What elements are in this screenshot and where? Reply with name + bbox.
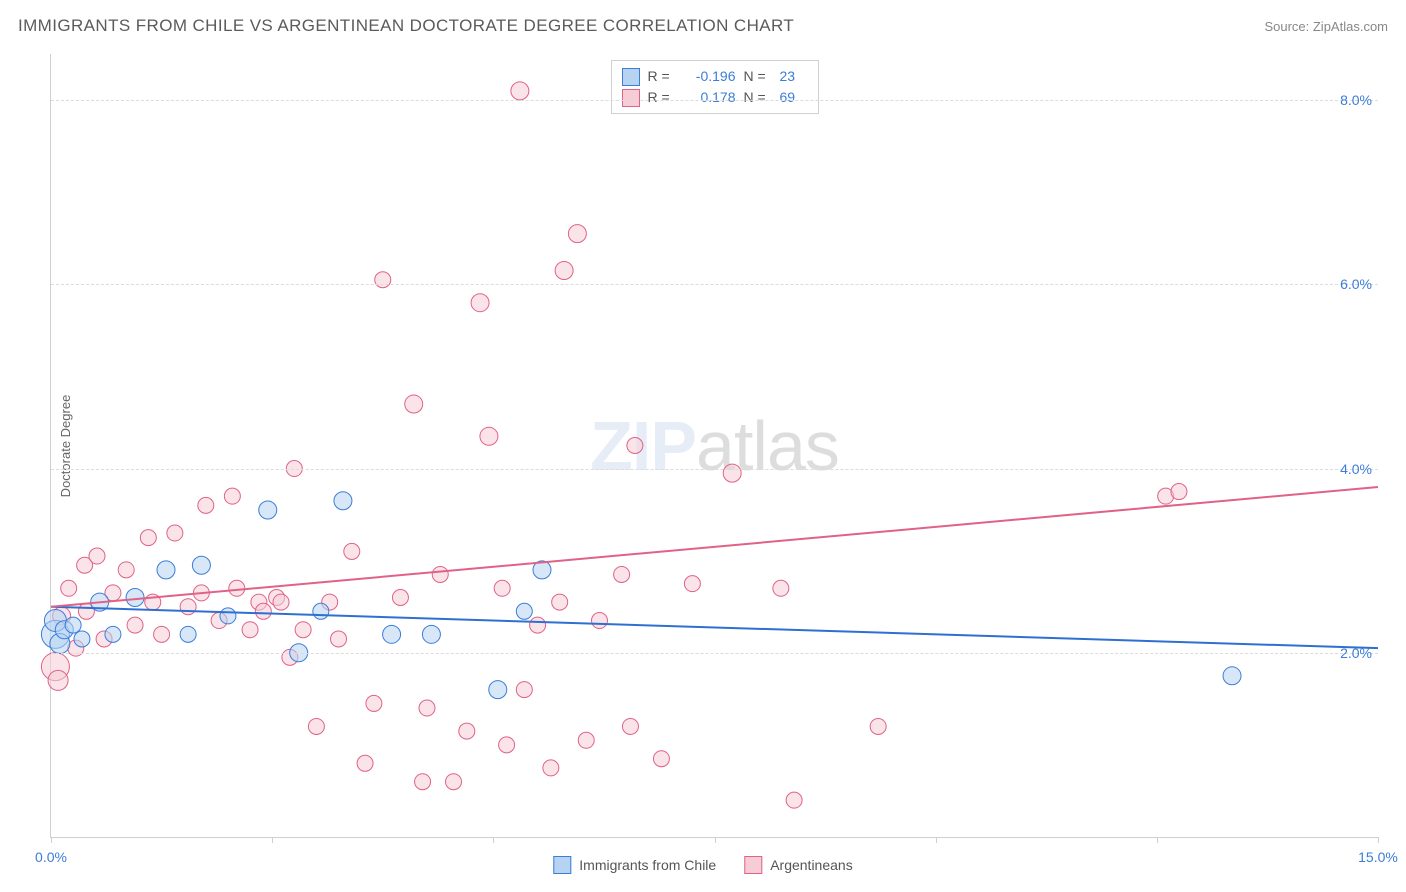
data-point [140, 530, 156, 546]
data-point [415, 774, 431, 790]
data-point [446, 774, 462, 790]
data-point [489, 681, 507, 699]
data-point [405, 395, 423, 413]
data-point [259, 501, 277, 519]
data-point [375, 272, 391, 288]
source-label: Source: ZipAtlas.com [1264, 19, 1388, 34]
data-point [366, 695, 382, 711]
data-point [180, 599, 196, 615]
data-point [1223, 667, 1241, 685]
data-point [773, 580, 789, 596]
data-point [684, 576, 700, 592]
x-tick [1157, 837, 1158, 843]
data-point [105, 626, 121, 642]
data-point [614, 566, 630, 582]
x-tick [272, 837, 273, 843]
data-point [511, 82, 529, 100]
data-point [578, 732, 594, 748]
data-point [313, 603, 329, 619]
y-tick-label: 6.0% [1340, 276, 1372, 292]
legend-swatch [744, 856, 762, 874]
legend-series-label: Argentineans [770, 857, 853, 873]
chart-title: IMMIGRANTS FROM CHILE VS ARGENTINEAN DOC… [18, 16, 794, 36]
legend-series-label: Immigrants from Chile [579, 857, 716, 873]
data-point [242, 622, 258, 638]
gridline [51, 100, 1378, 101]
data-point [568, 225, 586, 243]
data-point [419, 700, 435, 716]
chart-svg [51, 54, 1378, 837]
data-point [357, 755, 373, 771]
data-point [516, 603, 532, 619]
data-point [530, 617, 546, 633]
data-point [192, 556, 210, 574]
data-point [627, 438, 643, 454]
data-point [383, 625, 401, 643]
data-point [555, 261, 573, 279]
data-point [118, 562, 134, 578]
trend-line [51, 487, 1378, 607]
data-point [422, 625, 440, 643]
data-point [499, 737, 515, 753]
data-point [295, 622, 311, 638]
data-point [591, 613, 607, 629]
data-point [74, 631, 90, 647]
data-point [331, 631, 347, 647]
data-point [543, 760, 559, 776]
x-tick [936, 837, 937, 843]
x-tick [715, 837, 716, 843]
data-point [516, 682, 532, 698]
data-point [459, 723, 475, 739]
y-tick-label: 4.0% [1340, 461, 1372, 477]
data-point [224, 488, 240, 504]
title-bar: IMMIGRANTS FROM CHILE VS ARGENTINEAN DOC… [18, 16, 1388, 36]
data-point [308, 718, 324, 734]
data-point [220, 608, 236, 624]
data-point [334, 492, 352, 510]
data-point [392, 589, 408, 605]
data-point [653, 751, 669, 767]
data-point [48, 670, 68, 690]
data-point [229, 580, 245, 596]
data-point [127, 617, 143, 633]
gridline [51, 284, 1378, 285]
data-point [1171, 484, 1187, 500]
gridline [51, 469, 1378, 470]
x-tick-label: 0.0% [35, 849, 67, 865]
data-point [471, 294, 489, 312]
data-point [154, 626, 170, 642]
data-point [622, 718, 638, 734]
data-point [786, 792, 802, 808]
legend-swatch [553, 856, 571, 874]
data-point [61, 580, 77, 596]
x-tick [493, 837, 494, 843]
data-point [552, 594, 568, 610]
data-point [126, 588, 144, 606]
data-point [480, 427, 498, 445]
data-point [432, 566, 448, 582]
data-point [167, 525, 183, 541]
data-point [344, 543, 360, 559]
x-tick [1378, 837, 1379, 843]
data-point [273, 594, 289, 610]
legend-series: Immigrants from Chile Argentineans [553, 856, 852, 874]
data-point [870, 718, 886, 734]
data-point [723, 464, 741, 482]
data-point [89, 548, 105, 564]
data-point [255, 603, 271, 619]
y-tick-label: 2.0% [1340, 645, 1372, 661]
legend-series-item: Argentineans [744, 856, 853, 874]
data-point [157, 561, 175, 579]
x-tick [51, 837, 52, 843]
legend-series-item: Immigrants from Chile [553, 856, 716, 874]
data-point [198, 497, 214, 513]
data-point [65, 617, 81, 633]
x-tick-label: 15.0% [1358, 849, 1398, 865]
data-point [494, 580, 510, 596]
plot-area: ZIPatlas R = -0.196 N = 23 R = 0.178 N =… [50, 54, 1378, 838]
data-point [180, 626, 196, 642]
gridline [51, 653, 1378, 654]
y-tick-label: 8.0% [1340, 92, 1372, 108]
